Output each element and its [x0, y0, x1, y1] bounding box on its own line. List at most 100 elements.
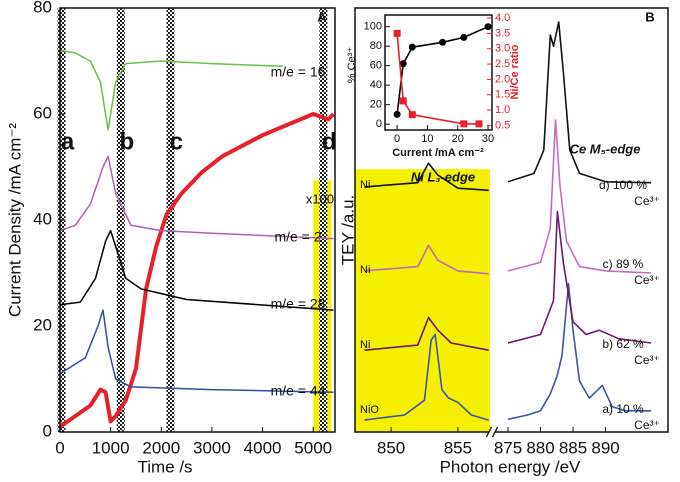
- x-tick-label: 880: [526, 438, 554, 457]
- series-line: [59, 155, 334, 240]
- annotation: x100: [306, 191, 334, 206]
- series-line: [364, 244, 489, 275]
- series-label: Ni: [360, 264, 370, 276]
- annotation: b) 62 %: [602, 337, 644, 351]
- x-tick-label: 875: [494, 438, 522, 457]
- point: [460, 33, 468, 41]
- axis-break: [489, 428, 496, 436]
- x-tick-label: 0: [55, 438, 64, 457]
- y-tick-label: 20: [370, 99, 382, 111]
- point: [408, 111, 416, 119]
- y-tick-label: 100: [364, 21, 382, 33]
- point: [475, 120, 483, 128]
- y2-tick-label: 2.5: [495, 58, 510, 70]
- axis-break: [485, 426, 499, 438]
- series-line: [58, 112, 335, 429]
- marker-label: a: [61, 128, 75, 155]
- y-axis-title: TEY /a.u.: [338, 195, 357, 266]
- panel-label: A: [317, 9, 327, 24]
- annotation: Ni L₃-edge: [411, 169, 475, 184]
- highlight: [355, 169, 490, 432]
- marker-label: c: [170, 128, 183, 155]
- y2-axis-title: Ni/Ce ratio: [509, 44, 521, 99]
- y-axis-title: % Ce³⁺: [346, 47, 358, 84]
- point: [484, 23, 492, 31]
- annotation: d) 100 %: [599, 178, 647, 192]
- point: [393, 110, 401, 118]
- point: [439, 38, 447, 46]
- y-tick-label: 0: [43, 421, 52, 440]
- annotation: a) 10 %: [602, 402, 644, 416]
- y-axis-title: Current Density /mA cm⁻²: [5, 123, 24, 317]
- x-tick-label: 20: [452, 133, 464, 145]
- y2-tick-label: 2.0: [495, 73, 510, 85]
- y2-tick-label: 1.0: [495, 104, 510, 116]
- x-axis-title: Current /mA cm⁻²: [392, 147, 484, 159]
- y-tick-label: 80: [370, 40, 382, 52]
- y2-tick-label: 0.5: [495, 119, 510, 131]
- y2-tick-label: 1.5: [495, 89, 510, 101]
- x-axis-title: Time /s: [137, 457, 192, 476]
- series-line: [507, 21, 652, 184]
- marker-label: d: [322, 128, 337, 155]
- x-tick-label: 4000: [244, 438, 282, 457]
- x-tick-label: 2000: [142, 438, 180, 457]
- y-tick-label: 0: [376, 118, 382, 130]
- point: [393, 29, 401, 37]
- annotation: Ce³⁺: [634, 273, 660, 287]
- marker-band: [116, 8, 125, 432]
- plot-frame: [354, 7, 669, 433]
- x-tick-label: 850: [377, 438, 405, 457]
- marker-band: [319, 8, 328, 432]
- annotation: Ce M₅-edge: [570, 141, 641, 156]
- y-tick-label: 60: [370, 60, 382, 72]
- series-label: Ni: [360, 179, 370, 191]
- point: [408, 43, 416, 51]
- y2-tick-label: 3.5: [495, 27, 510, 39]
- point: [399, 60, 407, 68]
- point: [460, 120, 468, 128]
- x-tick-label: 3000: [193, 438, 231, 457]
- annotation: c) 89 %: [603, 257, 644, 271]
- series-line: [364, 162, 489, 192]
- plot-frame: [384, 14, 493, 131]
- series-label: m/e = 28: [271, 296, 326, 312]
- annotation: Ce³⁺: [634, 194, 660, 208]
- x-tick-label: 0: [394, 133, 400, 145]
- y2-tick-label: 3.0: [495, 43, 510, 55]
- y-tick-label: 60: [33, 103, 52, 122]
- point: [399, 97, 407, 105]
- panel-label: B: [645, 9, 654, 24]
- series-label: m/e = 16: [271, 64, 326, 80]
- x-tick-label: 5000: [294, 438, 332, 457]
- y-tick-label: 40: [33, 209, 52, 228]
- x-tick-label: 855: [444, 438, 472, 457]
- series-line: [364, 316, 489, 351]
- x-tick-label: 890: [591, 438, 619, 457]
- x-tick-label: 10: [421, 133, 433, 145]
- y-tick-label: 80: [33, 0, 52, 16]
- series-line: [59, 229, 334, 311]
- x-tick-label: 885: [559, 438, 587, 457]
- series-line: [507, 119, 652, 274]
- series-line: [507, 282, 652, 421]
- y-tick-label: 40: [370, 79, 382, 91]
- annotation: Ce³⁺: [634, 418, 660, 432]
- series-label: m/e = 44: [271, 383, 326, 399]
- y2-tick-label: 4.0: [495, 12, 510, 24]
- series-label: NiO: [360, 404, 379, 416]
- x-tick-label: 1000: [92, 438, 130, 457]
- series-line: [59, 309, 334, 394]
- marker-label: b: [119, 128, 134, 155]
- marker-band: [166, 8, 175, 432]
- series-line: [364, 333, 489, 421]
- series-line: [396, 25, 489, 115]
- series-label: Ni: [360, 339, 370, 351]
- series-line: [59, 49, 283, 131]
- series-label: m/e = 2: [274, 229, 321, 245]
- x-tick-label: 30: [482, 133, 494, 145]
- series-line: [507, 210, 652, 344]
- y-tick-label: 20: [33, 315, 52, 334]
- annotation: Ce³⁺: [634, 353, 660, 367]
